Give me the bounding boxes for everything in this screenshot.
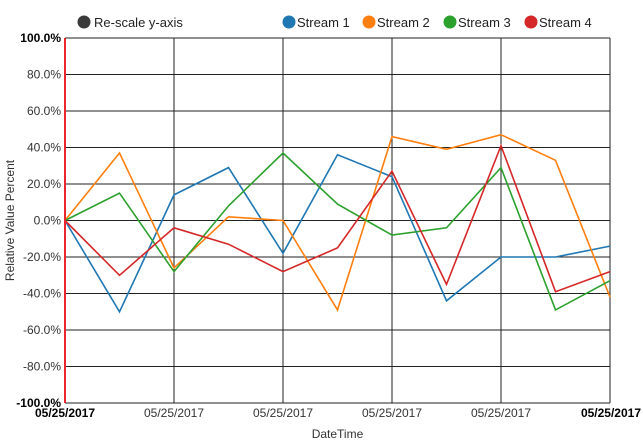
y-tick-label: 60.0% (27, 104, 61, 118)
x-tick-label: 05/25/2017 (362, 406, 422, 420)
y-tick-label: -40.0% (23, 287, 61, 301)
x-tick-label: 05/25/2017 (581, 406, 641, 420)
series-line-4 (64, 143, 611, 293)
x-tick-label: 05/25/2017 (144, 406, 204, 420)
series-line-1 (64, 153, 611, 314)
y-tick-label: -20.0% (23, 250, 61, 264)
y-tick-label: 20.0% (27, 177, 61, 191)
y-tick-label: 80.0% (27, 68, 61, 82)
x-tick-label: 05/25/2017 (35, 406, 95, 420)
legend-item-stream-1[interactable]: Stream 1 (282, 15, 350, 30)
legend-dot-icon (524, 15, 538, 29)
rescale-y-axis-toggle[interactable]: Re-scale y-axis (77, 15, 184, 30)
legend-label: Stream 3 (458, 15, 511, 30)
legend-dot-icon (443, 15, 457, 29)
legend-label: Stream 4 (539, 15, 592, 30)
rescale-label: Re-scale y-axis (94, 15, 183, 30)
y-tick-label: -60.0% (23, 323, 61, 337)
y-tick-label: 0.0% (34, 214, 62, 228)
y-tick-label: 100.0% (20, 31, 61, 45)
series-line-3 (64, 151, 611, 312)
x-axis-title: DateTime (312, 427, 364, 441)
y-axis-title: Relative Value Percent (3, 159, 17, 281)
legend-dot-icon (282, 15, 296, 29)
series-line-2 (64, 133, 611, 312)
legend-label: Stream 1 (297, 15, 350, 30)
legend-item-stream-4[interactable]: Stream 4 (524, 15, 592, 30)
x-tick-label: 05/25/2017 (253, 406, 313, 420)
legend-item-stream-3[interactable]: Stream 3 (443, 15, 511, 30)
legend-label: Stream 2 (377, 15, 430, 30)
y-tick-label: -100.0% (16, 396, 61, 410)
series-lines (64, 133, 611, 314)
legend-item-stream-2[interactable]: Stream 2 (362, 15, 430, 30)
axes: 100.0% 80.0% 60.0% 40.0% 20.0% 0.0% -20.0% -40.… (3, 31, 641, 441)
x-tick-label: 05/25/2017 (471, 406, 531, 420)
y-tick-label: 40.0% (27, 141, 61, 155)
rescale-dot-icon (77, 15, 91, 29)
y-tick-label: -80.0% (23, 360, 61, 374)
legend-dot-icon (362, 15, 376, 29)
legend[interactable]: Re-scale y-axis Stream 1 Stream 2 Stream 3 S… (77, 15, 592, 30)
